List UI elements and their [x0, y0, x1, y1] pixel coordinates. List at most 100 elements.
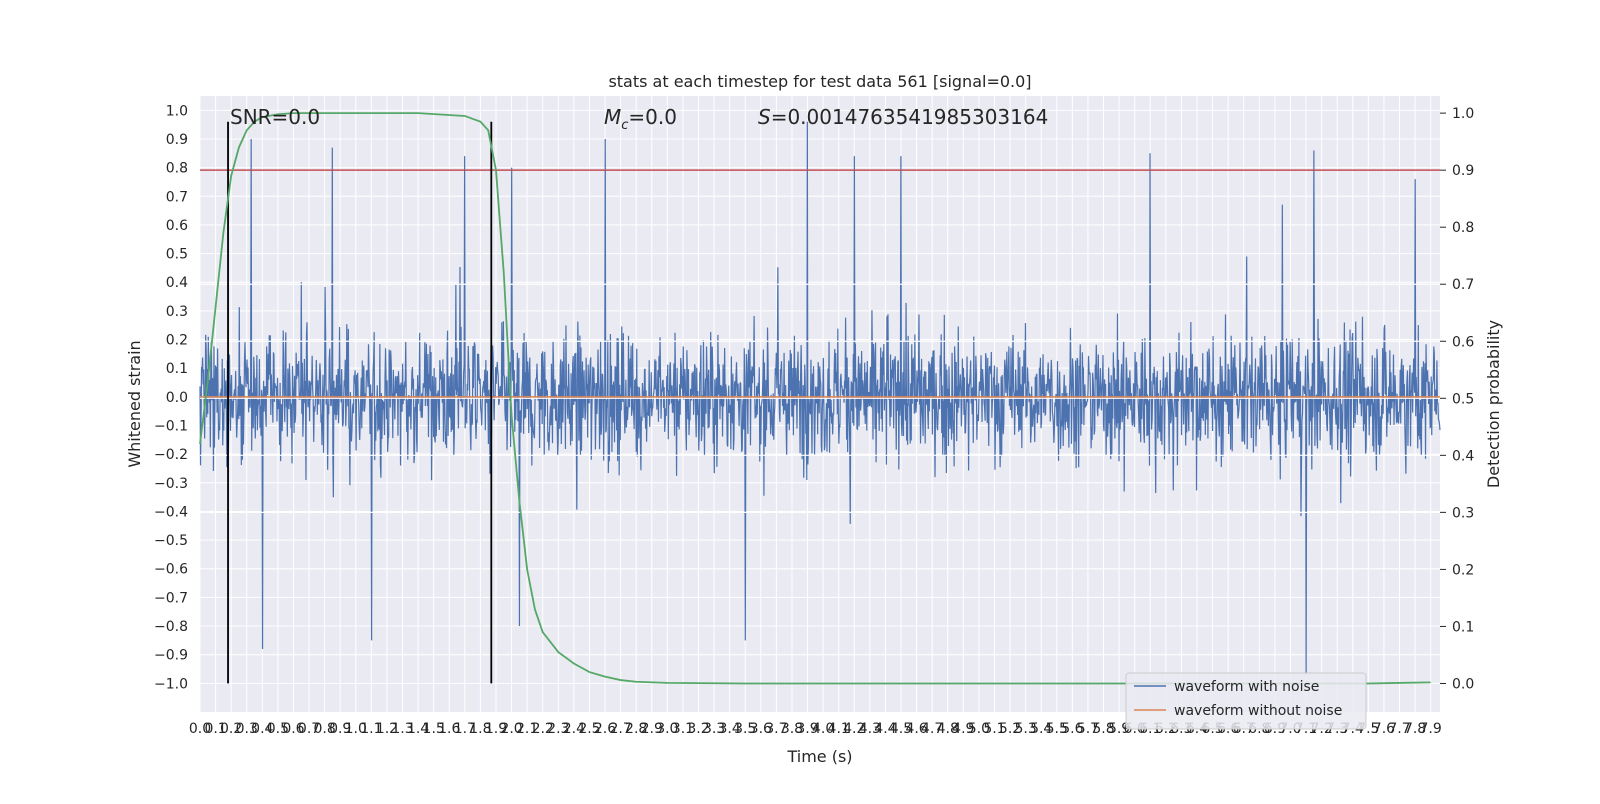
x-tick-label: 4.5	[890, 721, 912, 737]
x-tick-label: 1.7	[454, 721, 476, 737]
y-tick-label: 0.9	[166, 132, 188, 148]
y-tick-label: 0.4	[166, 275, 188, 291]
x-tick-label: 4.4	[874, 721, 896, 737]
y-tick-label: −0.9	[154, 648, 188, 664]
x-tick-label: 1.2	[376, 721, 398, 737]
x-tick-label: 3.6	[750, 721, 772, 737]
y-tick-label: −0.2	[154, 447, 188, 463]
x-tick-label: 3.1	[672, 721, 694, 737]
y-tick-label: 0.6	[166, 218, 188, 234]
y-tick-label: −0.6	[154, 562, 188, 578]
x-tick-label: 1.3	[391, 721, 413, 737]
s-annotation: S=0.0014763541985303164	[758, 105, 1048, 129]
y2-tick-label: 0.3	[1452, 505, 1474, 521]
x-tick-label: 2.7	[609, 721, 631, 737]
y-tick-label: 0.7	[166, 189, 188, 205]
x-tick-label: 1.0	[345, 721, 367, 737]
y2-tick-label: 0.4	[1452, 448, 1474, 464]
x-tick-label: 7.8	[1404, 721, 1426, 737]
x-tick-label: 2.8	[625, 721, 647, 737]
chirp-mass-symbol: M	[604, 105, 621, 129]
y-tick-label: −0.5	[154, 533, 188, 549]
x-tick-label: 4.6	[905, 721, 927, 737]
x-tick-label: 1.8	[469, 721, 491, 737]
x-tick-label: 4.2	[843, 721, 865, 737]
x-tick-label: 2.5	[578, 721, 600, 737]
y-tick-label: −1.0	[154, 676, 188, 692]
x-tick-label: 5.2	[999, 721, 1021, 737]
y-tick-label: −0.1	[154, 418, 188, 434]
x-tick-label: 1.9	[485, 721, 507, 737]
chirp-mass-subscript: c	[621, 118, 628, 133]
x-tick-label: 0.0	[189, 721, 211, 737]
x-tick-label: 3.0	[656, 721, 678, 737]
x-tick-label: 4.9	[952, 721, 974, 737]
x-tick-label: 5.4	[1030, 721, 1052, 737]
y2-tick-label: 0.1	[1452, 619, 1474, 635]
waveform-with-noise-series	[199, 121, 1441, 675]
y-tick-label: 0.3	[166, 304, 188, 320]
chart-title: stats at each timestep for test data 561…	[608, 72, 1031, 91]
x-tick-label: 0.1	[204, 721, 226, 737]
x-tick-label: 7.6	[1373, 721, 1395, 737]
x-tick-label: 3.4	[719, 721, 741, 737]
x-tick-label: 4.3	[859, 721, 881, 737]
x-tick-label: 5.6	[1061, 721, 1083, 737]
x-tick-label: 5.8	[1092, 721, 1114, 737]
y-tick-label: −0.4	[154, 504, 188, 520]
y2-tick-label: 0.9	[1452, 163, 1474, 179]
legend-box	[1125, 672, 1367, 730]
y-tick-label: 0.0	[166, 390, 188, 406]
y-tick-label: −0.8	[154, 619, 188, 635]
s-symbol: S	[758, 105, 771, 129]
y-tick-label: 0.5	[166, 247, 188, 263]
y-tick-label: −0.3	[154, 476, 188, 492]
x-tick-label: 3.8	[781, 721, 803, 737]
x-tick-label: 2.9	[641, 721, 663, 737]
legend-label-with-noise: waveform with noise	[1174, 679, 1319, 695]
x-tick-label: 3.5	[734, 721, 756, 737]
x-tick-label: 4.8	[937, 721, 959, 737]
x-axis-title: Time (s)	[786, 747, 852, 766]
y2-tick-label: 0.8	[1452, 220, 1474, 236]
waveform-with-noise-line	[199, 121, 1441, 675]
x-tick-label: 0.9	[329, 721, 351, 737]
x-tick-label: 5.7	[1077, 721, 1099, 737]
y-tick-label: 0.2	[166, 333, 188, 349]
detection-probability-line	[199, 112, 1431, 685]
x-tick-label: 1.6	[438, 721, 460, 737]
x-tick-label: 0.5	[267, 721, 289, 737]
x-tick-label: 2.3	[547, 721, 569, 737]
x-tick-label: 5.1	[983, 721, 1005, 737]
x-tick-label: 0.2	[220, 721, 242, 737]
legend: waveform with noise waveform without noi…	[1125, 672, 1367, 730]
x-tick-label: 3.3	[703, 721, 725, 737]
x-tick-label: 1.1	[360, 721, 382, 737]
chirp-mass-annotation: Mc=0.0	[604, 105, 677, 133]
x-tick-label: 7.9	[1420, 721, 1442, 737]
y2-tick-label: 0.6	[1452, 334, 1474, 350]
x-tick-label: 5.0	[968, 721, 990, 737]
x-tick-label: 3.2	[687, 721, 709, 737]
x-tick-label: 2.1	[516, 721, 538, 737]
x-tick-label: 5.5	[1046, 721, 1068, 737]
y-tick-label: −0.7	[154, 590, 188, 606]
y-tick-label: 1.0	[166, 103, 188, 119]
chirp-mass-value: =0.0	[628, 105, 677, 129]
x-tick-label: 1.4	[407, 721, 429, 737]
y2-tick-label: 0.0	[1452, 676, 1474, 692]
x-tick-label: 0.4	[251, 721, 273, 737]
x-tick-label: 4.0	[812, 721, 834, 737]
x-tick-label: 0.8	[313, 721, 335, 737]
legend-label-without-noise: waveform without noise	[1174, 703, 1342, 719]
x-tick-label: 0.6	[282, 721, 304, 737]
x-tick-label: 2.0	[500, 721, 522, 737]
y-axis-title: Whitened strain	[125, 340, 144, 467]
overlay-layer	[199, 112, 1440, 685]
x-tick-label: 2.6	[594, 721, 616, 737]
x-tick-label: 2.4	[563, 721, 585, 737]
y-tick-label: 0.8	[166, 161, 188, 177]
x-tick-label: 3.7	[765, 721, 787, 737]
